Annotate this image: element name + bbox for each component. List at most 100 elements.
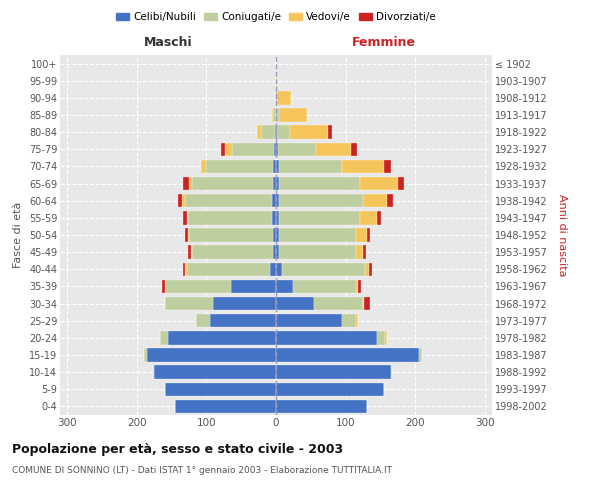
Text: Femmine: Femmine bbox=[352, 36, 416, 49]
Bar bbox=[293, 280, 356, 293]
Bar bbox=[398, 177, 404, 190]
Bar bbox=[168, 331, 276, 344]
Bar bbox=[272, 160, 276, 173]
Text: COMUNE DI SONNINO (LT) - Dati ISTAT 1° gennaio 2003 - Elaborazione TUTTITALIA.IT: COMUNE DI SONNINO (LT) - Dati ISTAT 1° g… bbox=[12, 466, 392, 475]
Bar bbox=[377, 211, 380, 224]
Bar bbox=[367, 228, 370, 241]
Bar bbox=[273, 108, 276, 122]
Bar bbox=[276, 331, 377, 344]
Bar bbox=[419, 348, 422, 362]
Bar bbox=[276, 262, 281, 276]
Bar bbox=[231, 280, 276, 293]
Y-axis label: Anni di nascita: Anni di nascita bbox=[557, 194, 567, 276]
Bar bbox=[164, 280, 231, 293]
Bar bbox=[385, 331, 387, 344]
Bar bbox=[356, 246, 363, 259]
Bar bbox=[276, 400, 367, 413]
Bar bbox=[188, 228, 189, 241]
Bar bbox=[280, 211, 359, 224]
Bar bbox=[276, 348, 419, 362]
Bar bbox=[206, 160, 272, 173]
Bar bbox=[364, 297, 370, 310]
Bar bbox=[384, 160, 391, 173]
Bar bbox=[184, 177, 189, 190]
Bar bbox=[201, 160, 206, 173]
Bar bbox=[280, 194, 363, 207]
Bar bbox=[278, 142, 316, 156]
Bar bbox=[272, 194, 276, 207]
Bar bbox=[182, 194, 185, 207]
Bar bbox=[276, 160, 280, 173]
Bar bbox=[276, 246, 280, 259]
Bar bbox=[363, 194, 388, 207]
Bar bbox=[356, 314, 358, 328]
Bar bbox=[276, 297, 314, 310]
Bar bbox=[377, 331, 385, 344]
Bar bbox=[281, 262, 365, 276]
Bar bbox=[260, 126, 275, 139]
Bar bbox=[328, 126, 332, 139]
Bar bbox=[358, 280, 361, 293]
Bar bbox=[342, 160, 384, 173]
Bar bbox=[275, 126, 276, 139]
Bar bbox=[272, 211, 276, 224]
Bar bbox=[276, 280, 293, 293]
Legend: Celibi/Nubili, Coniugati/e, Vedovi/e, Divorziati/e: Celibi/Nubili, Coniugati/e, Vedovi/e, Di… bbox=[112, 8, 440, 26]
Bar bbox=[160, 331, 168, 344]
Bar bbox=[342, 314, 356, 328]
Bar bbox=[232, 142, 274, 156]
Bar bbox=[363, 297, 364, 310]
Y-axis label: Fasce di età: Fasce di età bbox=[13, 202, 23, 268]
Bar bbox=[147, 348, 276, 362]
Bar bbox=[189, 177, 193, 190]
Bar bbox=[276, 108, 280, 122]
Bar bbox=[272, 108, 273, 122]
Bar bbox=[359, 177, 398, 190]
Bar bbox=[182, 211, 187, 224]
Bar bbox=[276, 314, 342, 328]
Bar bbox=[164, 382, 276, 396]
Bar bbox=[164, 297, 213, 310]
Bar bbox=[188, 211, 272, 224]
Bar bbox=[154, 366, 276, 379]
Bar bbox=[143, 348, 147, 362]
Bar bbox=[210, 314, 276, 328]
Bar bbox=[276, 194, 280, 207]
Bar bbox=[316, 142, 351, 156]
Bar bbox=[276, 177, 280, 190]
Bar bbox=[185, 194, 272, 207]
Bar bbox=[280, 108, 307, 122]
Bar bbox=[276, 382, 384, 396]
Bar bbox=[351, 142, 357, 156]
Bar bbox=[365, 262, 368, 276]
Bar bbox=[275, 91, 276, 104]
Bar bbox=[363, 246, 366, 259]
Bar bbox=[182, 262, 185, 276]
Bar bbox=[356, 280, 358, 293]
Bar bbox=[191, 246, 193, 259]
Bar bbox=[225, 142, 232, 156]
Bar bbox=[368, 262, 372, 276]
Bar bbox=[276, 366, 391, 379]
Bar bbox=[388, 194, 393, 207]
Bar bbox=[187, 262, 271, 276]
Bar bbox=[276, 74, 277, 88]
Bar bbox=[272, 177, 276, 190]
Bar bbox=[280, 228, 356, 241]
Bar bbox=[274, 142, 276, 156]
Bar bbox=[277, 126, 290, 139]
Bar bbox=[276, 211, 280, 224]
Bar bbox=[391, 366, 392, 379]
Bar bbox=[276, 126, 277, 139]
Bar bbox=[359, 211, 377, 224]
Bar bbox=[213, 297, 276, 310]
Bar bbox=[189, 228, 272, 241]
Bar bbox=[276, 228, 280, 241]
Bar bbox=[272, 228, 276, 241]
Bar bbox=[280, 160, 342, 173]
Bar bbox=[178, 194, 182, 207]
Bar bbox=[152, 366, 154, 379]
Bar bbox=[271, 262, 276, 276]
Bar bbox=[221, 142, 225, 156]
Bar bbox=[187, 211, 188, 224]
